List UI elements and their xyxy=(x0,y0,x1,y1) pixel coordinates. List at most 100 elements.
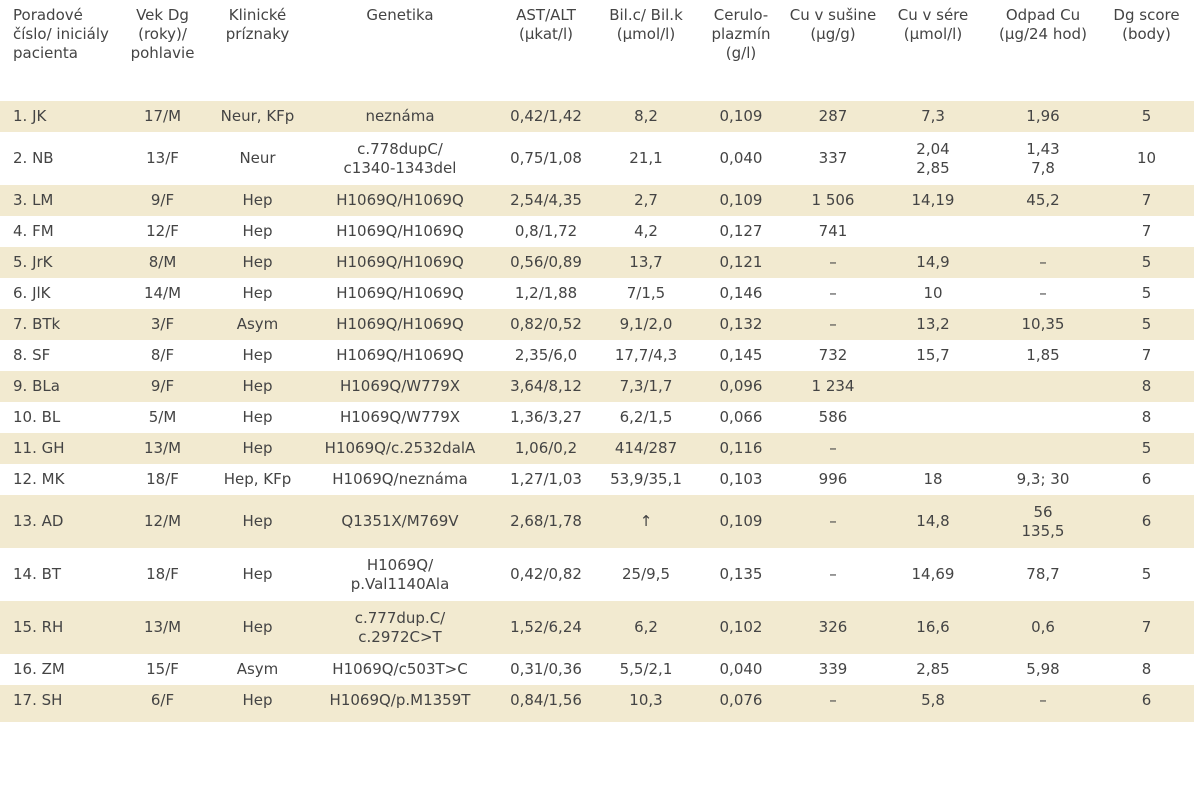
cell-dg-score: 5 xyxy=(1099,247,1194,278)
cell-cu-urine: 9,3; 30 xyxy=(987,464,1099,495)
cell-ceruloplasmin: 0,109 xyxy=(695,101,787,132)
cell-cu-serum xyxy=(879,402,987,433)
cell-age-sex: 9/F xyxy=(115,371,210,402)
table-row: 15. RH 13/M Hep c.777dup.C/ c.2972C>T 1,52/6… xyxy=(0,601,1194,654)
cell-patient: 8. SF xyxy=(0,340,115,371)
cell-ast-alt: 1,36/3,27 xyxy=(495,402,597,433)
cell-cu-dry: 732 xyxy=(787,340,879,371)
cell-genetics: H1069Q/ p.Val1140Ala xyxy=(305,548,495,601)
cell-ceruloplasmin: 0,127 xyxy=(695,216,787,247)
header-ast-alt: AST/ALT (μkat/l) xyxy=(516,6,576,43)
cell-genetics: H1069Q/H1069Q xyxy=(305,278,495,309)
table-row: 8. SF 8/F Hep H1069Q/H1069Q 2,35/6,0 17,7/4,3… xyxy=(0,340,1194,371)
table-row: 7. BTk 3/F Asym H1069Q/H1069Q 0,82/0,52 9,1/2… xyxy=(0,309,1194,340)
cell-cu-serum: 14,69 xyxy=(879,548,987,601)
cell-ast-alt: 1,2/1,88 xyxy=(495,278,597,309)
cell-bilirubin: 10,3 xyxy=(597,685,695,716)
cell-cu-dry: 337 xyxy=(787,132,879,185)
patient-data-table: Poradové číslo/ iniciály pacienta Vek Dg… xyxy=(0,6,1194,722)
cell-patient: 7. BTk xyxy=(0,309,115,340)
cell-cu-urine: 1,96 xyxy=(987,101,1099,132)
cell-cu-dry: 996 xyxy=(787,464,879,495)
cell-patient: 11. GH xyxy=(0,433,115,464)
cell-ast-alt: 1,06/0,2 xyxy=(495,433,597,464)
cell-ast-alt: 1,27/1,03 xyxy=(495,464,597,495)
cell-cu-serum xyxy=(879,433,987,464)
cell-age-sex: 6/F xyxy=(115,685,210,716)
cell-dg-score: 7 xyxy=(1099,601,1194,654)
cell-patient: 1. JK xyxy=(0,101,115,132)
cell-dg-score: 8 xyxy=(1099,371,1194,402)
table-footer-band xyxy=(0,716,1194,722)
cell-ceruloplasmin: 0,109 xyxy=(695,185,787,216)
cell-genetics: H1069Q/p.M1359T xyxy=(305,685,495,716)
cell-age-sex: 15/F xyxy=(115,654,210,685)
cell-cu-serum: 13,2 xyxy=(879,309,987,340)
cell-genetics: H1069Q/H1069Q xyxy=(305,185,495,216)
table-row: 1. JK 17/M Neur, KFp neznáma 0,42/1,42 8,2 0,1… xyxy=(0,101,1194,132)
cell-cu-dry: – xyxy=(787,433,879,464)
cell-cu-dry: 1 234 xyxy=(787,371,879,402)
cell-age-sex: 18/F xyxy=(115,548,210,601)
cell-dg-score: 10 xyxy=(1099,132,1194,185)
cell-symptoms: Hep xyxy=(210,185,305,216)
cell-symptoms: Hep xyxy=(210,371,305,402)
cell-cu-urine xyxy=(987,371,1099,402)
cell-cu-dry: 287 xyxy=(787,101,879,132)
cell-age-sex: 12/M xyxy=(115,495,210,548)
cell-age-sex: 5/M xyxy=(115,402,210,433)
header-ceruloplasmin: Cerulo-plazmín (g/l) xyxy=(711,6,771,62)
cell-age-sex: 9/F xyxy=(115,185,210,216)
cell-cu-dry: 326 xyxy=(787,601,879,654)
cell-cu-serum xyxy=(879,371,987,402)
cell-patient: 5. JrK xyxy=(0,247,115,278)
cell-genetics: c.778dupC/ c1340-1343del xyxy=(305,132,495,185)
cell-age-sex: 8/M xyxy=(115,247,210,278)
table-row: 2. NB 13/F Neur c.778dupC/ c1340-1343del 0,7… xyxy=(0,132,1194,185)
cell-symptoms: Neur, KFp xyxy=(210,101,305,132)
cell-ceruloplasmin: 0,146 xyxy=(695,278,787,309)
cell-cu-dry: 1 506 xyxy=(787,185,879,216)
table-row: 4. FM 12/F Hep H1069Q/H1069Q 0,8/1,72 4,2 0,12… xyxy=(0,216,1194,247)
cell-patient: 10. BL xyxy=(0,402,115,433)
cell-genetics: H1069Q/H1069Q xyxy=(305,216,495,247)
cell-patient: 17. SH xyxy=(0,685,115,716)
cell-cu-serum: 7,3 xyxy=(879,101,987,132)
cell-cu-dry: – xyxy=(787,278,879,309)
cell-ceruloplasmin: 0,076 xyxy=(695,685,787,716)
cell-cu-serum: 14,9 xyxy=(879,247,987,278)
cell-bilirubin: 7/1,5 xyxy=(597,278,695,309)
cell-dg-score: 5 xyxy=(1099,548,1194,601)
cell-dg-score: 7 xyxy=(1099,340,1194,371)
cell-cu-serum: 10 xyxy=(879,278,987,309)
cell-ast-alt: 3,64/8,12 xyxy=(495,371,597,402)
table-row: 9. BLa 9/F Hep H1069Q/W779X 3,64/8,12 7,3/1,7… xyxy=(0,371,1194,402)
cell-cu-dry: 741 xyxy=(787,216,879,247)
cell-patient: 16. ZM xyxy=(0,654,115,685)
cell-age-sex: 14/M xyxy=(115,278,210,309)
cell-age-sex: 3/F xyxy=(115,309,210,340)
cell-ceruloplasmin: 0,040 xyxy=(695,132,787,185)
table-row: 5. JrK 8/M Hep H1069Q/H1069Q 0,56/0,89 13,7 0,… xyxy=(0,247,1194,278)
cell-patient: 4. FM xyxy=(0,216,115,247)
cell-patient: 6. JlK xyxy=(0,278,115,309)
cell-bilirubin: 17,7/4,3 xyxy=(597,340,695,371)
cell-age-sex: 18/F xyxy=(115,464,210,495)
cell-ceruloplasmin: 0,121 xyxy=(695,247,787,278)
cell-dg-score: 8 xyxy=(1099,654,1194,685)
table-row: 16. ZM 15/F Asym H1069Q/c503T>C 0,31/0,36 5,5… xyxy=(0,654,1194,685)
cell-dg-score: 6 xyxy=(1099,495,1194,548)
table-row: 11. GH 13/M Hep H1069Q/c.2532dalA 1,06/0,2 41… xyxy=(0,433,1194,464)
cell-cu-urine: 56 135,5 xyxy=(987,495,1099,548)
table-row: 17. SH 6/F Hep H1069Q/p.M1359T 0,84/1,56 10,3… xyxy=(0,685,1194,716)
cell-symptoms: Hep xyxy=(210,495,305,548)
table-row: 13. AD 12/M Hep Q1351X/M769V 2,68/1,78 ↑ 0,109… xyxy=(0,495,1194,548)
cell-age-sex: 13/M xyxy=(115,433,210,464)
cell-patient: 3. LM xyxy=(0,185,115,216)
table-body: 1. JK 17/M Neur, KFp neznáma 0,42/1,42 8,2 0,1… xyxy=(0,101,1194,722)
cell-bilirubin: 5,5/2,1 xyxy=(597,654,695,685)
cell-ast-alt: 1,52/6,24 xyxy=(495,601,597,654)
cell-ceruloplasmin: 0,066 xyxy=(695,402,787,433)
cell-symptoms: Hep xyxy=(210,340,305,371)
cell-bilirubin: 7,3/1,7 xyxy=(597,371,695,402)
